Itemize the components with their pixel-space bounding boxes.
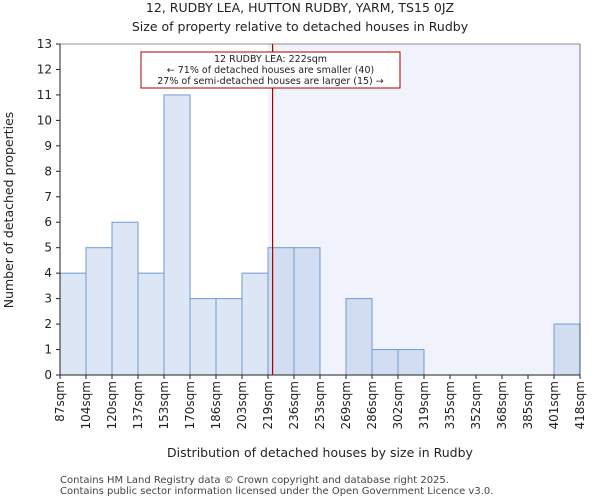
x-axis-label: Distribution of detached houses by size … <box>167 445 473 460</box>
bar <box>163 94 191 376</box>
x-tick-label: 319sqm <box>417 381 431 429</box>
y-tick-label: 2 <box>44 317 52 331</box>
x-tick-label: 153sqm <box>157 381 171 429</box>
x-tick-label: 385sqm <box>521 381 535 429</box>
x-tick-label: 236sqm <box>287 381 301 429</box>
x-tick-label: 219sqm <box>261 381 275 429</box>
x-tick-label: 203sqm <box>235 381 249 429</box>
bar <box>85 247 113 376</box>
annotation-line-3: 27% of semi-detached houses are larger (… <box>157 76 384 87</box>
bar <box>111 221 139 376</box>
annotation-line-2: ← 71% of detached houses are smaller (40… <box>167 65 374 76</box>
bar <box>189 298 217 376</box>
bar <box>345 298 373 376</box>
y-tick-label: 13 <box>37 37 52 51</box>
y-tick-label: 12 <box>37 62 52 76</box>
y-tick-label: 0 <box>44 368 52 382</box>
x-tick-label: 286sqm <box>365 381 379 429</box>
annotation-box <box>140 51 401 89</box>
y-tick-label: 1 <box>44 343 52 357</box>
y-tick-label: 5 <box>44 241 52 255</box>
annotation-line-1: 12 RUDBY LEA: 222sqm <box>214 54 327 65</box>
chart-title: 12, RUDBY LEA, HUTTON RUDBY, YARM, TS15 … <box>146 0 454 15</box>
y-tick-label: 6 <box>44 215 52 229</box>
x-tick-label: 104sqm <box>79 381 93 429</box>
bar <box>59 272 87 376</box>
y-tick-label: 9 <box>44 139 52 153</box>
x-tick-label: 352sqm <box>469 381 483 429</box>
bar <box>137 272 165 376</box>
x-tick-label: 368sqm <box>495 381 509 429</box>
x-tick-label: 87sqm <box>53 381 67 422</box>
y-tick-label: 11 <box>37 88 52 102</box>
bar <box>215 298 243 376</box>
y-tick-label: 4 <box>44 266 52 280</box>
y-tick-label: 8 <box>44 164 52 178</box>
x-tick-label: 401sqm <box>547 381 561 429</box>
bar <box>371 349 399 376</box>
footer-line-1: Contains HM Land Registry data © Crown c… <box>60 475 449 486</box>
x-tick-label: 170sqm <box>183 381 197 429</box>
x-tick-label: 418sqm <box>573 381 587 429</box>
bar <box>241 272 269 376</box>
x-tick-label: 302sqm <box>391 381 405 429</box>
bar <box>553 323 581 376</box>
y-tick-label: 3 <box>44 292 52 306</box>
y-tick-label: 7 <box>44 190 52 204</box>
x-tick-label: 335sqm <box>443 381 457 429</box>
x-tick-label: 186sqm <box>209 381 223 429</box>
bar <box>397 349 425 376</box>
x-tick-label: 120sqm <box>105 381 119 429</box>
chart-subtitle: Size of property relative to detached ho… <box>132 19 469 34</box>
y-axis-label: Number of detached properties <box>1 112 16 309</box>
x-tick-label: 269sqm <box>339 381 353 429</box>
x-tick-label: 137sqm <box>131 381 145 429</box>
footer-line-2: Contains public sector information licen… <box>60 486 493 497</box>
bar <box>267 247 295 376</box>
y-tick-label: 10 <box>37 113 52 127</box>
bar <box>293 247 321 376</box>
x-tick-label: 253sqm <box>313 381 327 429</box>
